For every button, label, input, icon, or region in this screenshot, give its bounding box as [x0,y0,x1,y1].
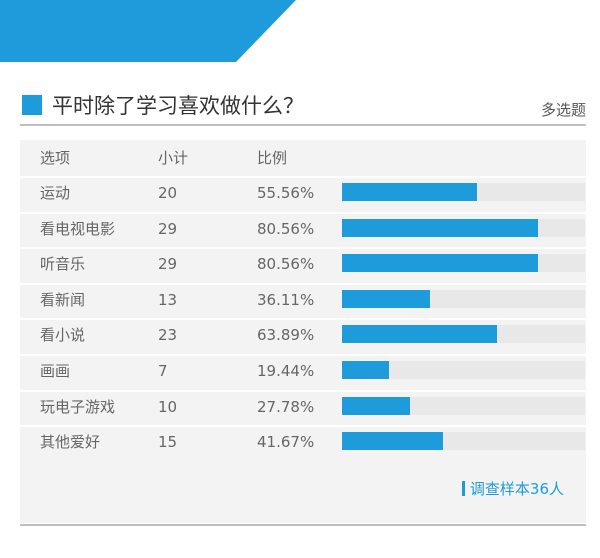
option-count: 13 [158,290,178,309]
bar-marker-icon [461,481,465,496]
bar-track [342,396,585,415]
option-percent: 41.67% [257,433,315,452]
header-count: 小计 [158,149,189,167]
table-row: 其他爱好 15 41.67% [20,425,586,459]
table-row: 看新闻 13 36.11% [20,282,586,317]
option-label: 运动 [40,184,71,202]
option-percent: 19.44% [257,362,315,380]
option-percent: 27.78% [257,397,315,416]
table-row: 看电视电影 29 80.56% [20,211,586,246]
bar-track [342,432,585,451]
option-count: 15 [158,433,178,452]
table-row: 听音乐 29 80.56% [20,247,586,281]
option-percent: 80.56% [257,255,315,274]
row-divider [20,425,586,428]
option-count: 7 [158,362,168,380]
bar-track [342,218,585,237]
option-percent: 63.89% [257,326,315,345]
row-divider [20,211,586,214]
row-divider [20,282,586,285]
table-row: 看小说 23 63.89% [20,318,586,352]
results-table: 选项 小计 比例 运动 20 55.56% 看电视电影 29 80.56% 听音乐 29 80.… [20,140,586,523]
option-label: 玩电子游戏 [40,397,116,416]
row-divider [20,318,586,321]
question-type-label: 多选题 [540,101,586,119]
option-count: 29 [158,219,178,238]
option-percent: 36.11% [257,290,315,309]
table-row: 运动 20 55.56% [20,176,586,210]
row-divider [20,389,586,392]
option-count: 20 [158,184,178,202]
option-label: 看小说 [40,326,86,345]
option-label: 听音乐 [40,255,86,274]
sample-size-text: 调查样本36人 [469,480,564,498]
bar [342,254,538,273]
bar [342,325,498,344]
bar [342,218,538,237]
bar [342,432,444,451]
bar-track [342,325,585,344]
header-banner [0,0,296,62]
bar [342,396,410,415]
option-count: 29 [158,255,178,274]
option-percent: 80.56% [257,219,315,238]
bar-track [342,361,585,379]
bar-track [342,289,585,308]
bar [342,183,477,201]
option-count: 10 [158,397,178,416]
bar [342,361,390,379]
row-divider [20,176,586,178]
option-label: 其他爱好 [40,433,101,452]
bottom-divider [20,524,586,526]
bar-track [342,183,585,201]
question-title: 平时除了学习喜欢做什么？ [52,94,304,118]
header-ratio: 比例 [257,149,288,167]
table-row: 画画 7 19.44% [20,354,586,388]
bar [342,289,430,308]
row-divider [20,247,586,250]
option-label: 看新闻 [40,290,86,309]
option-count: 23 [158,326,178,345]
option-label: 画画 [40,362,71,380]
option-percent: 55.56% [257,184,315,202]
question-header: 平时除了学习喜欢做什么？ 多选题 [20,88,586,126]
row-divider [20,354,586,356]
bar-track [342,254,585,273]
header-option: 选项 [40,149,71,167]
table-row: 玩电子游戏 10 27.78% [20,389,586,424]
square-icon [22,95,42,115]
option-label: 看电视电影 [40,219,116,238]
sample-size-note: 调查样本36人 [461,478,564,499]
